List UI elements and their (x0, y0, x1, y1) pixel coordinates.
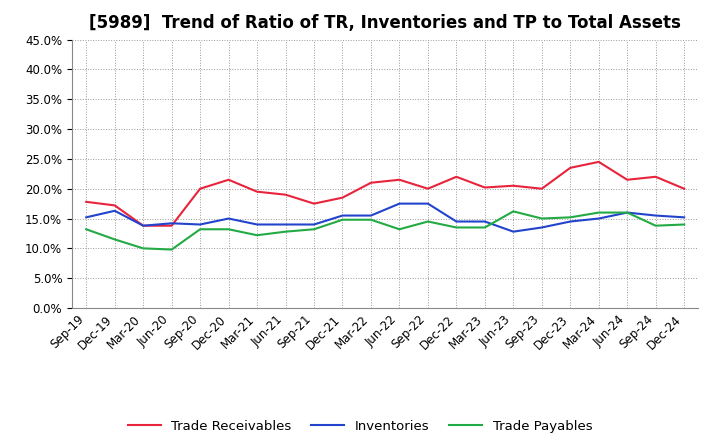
Inventories (623, 210, 631, 215)
Trade Payables (680, 222, 688, 227)
Trade Receivables (82, 199, 91, 205)
Inventories (82, 215, 91, 220)
Trade Payables (82, 227, 91, 232)
Trade Receivables (680, 186, 688, 191)
Inventories (680, 215, 688, 220)
Trade Receivables (338, 195, 347, 200)
Inventories (253, 222, 261, 227)
Inventories (310, 222, 318, 227)
Trade Payables (253, 233, 261, 238)
Line: Inventories: Inventories (86, 204, 684, 231)
Trade Payables (623, 210, 631, 215)
Trade Payables (338, 217, 347, 222)
Inventories (566, 219, 575, 224)
Title: [5989]  Trend of Ratio of TR, Inventories and TP to Total Assets: [5989] Trend of Ratio of TR, Inventories… (89, 15, 681, 33)
Trade Receivables (282, 192, 290, 197)
Line: Trade Receivables: Trade Receivables (86, 162, 684, 226)
Trade Payables (537, 216, 546, 221)
Inventories (595, 216, 603, 221)
Inventories (480, 219, 489, 224)
Trade Payables (225, 227, 233, 232)
Trade Receivables (623, 177, 631, 183)
Trade Receivables (310, 201, 318, 206)
Trade Receivables (652, 174, 660, 180)
Trade Receivables (395, 177, 404, 183)
Trade Receivables (423, 186, 432, 191)
Inventories (652, 213, 660, 218)
Inventories (366, 213, 375, 218)
Trade Payables (310, 227, 318, 232)
Trade Receivables (110, 203, 119, 208)
Trade Receivables (196, 186, 204, 191)
Trade Payables (282, 229, 290, 234)
Inventories (338, 213, 347, 218)
Trade Receivables (452, 174, 461, 180)
Line: Trade Payables: Trade Payables (86, 211, 684, 249)
Trade Payables (196, 227, 204, 232)
Trade Payables (566, 215, 575, 220)
Trade Receivables (225, 177, 233, 183)
Inventories (537, 225, 546, 230)
Trade Payables (395, 227, 404, 232)
Trade Payables (366, 217, 375, 222)
Inventories (452, 219, 461, 224)
Inventories (110, 208, 119, 213)
Trade Receivables (139, 223, 148, 228)
Trade Payables (452, 225, 461, 230)
Trade Receivables (537, 186, 546, 191)
Trade Payables (167, 247, 176, 252)
Trade Receivables (253, 189, 261, 194)
Trade Payables (652, 223, 660, 228)
Trade Payables (595, 210, 603, 215)
Trade Receivables (509, 183, 518, 188)
Trade Receivables (366, 180, 375, 185)
Trade Payables (509, 209, 518, 214)
Trade Payables (139, 246, 148, 251)
Trade Receivables (595, 159, 603, 165)
Trade Receivables (167, 223, 176, 228)
Trade Payables (480, 225, 489, 230)
Inventories (423, 201, 432, 206)
Trade Receivables (566, 165, 575, 170)
Inventories (196, 222, 204, 227)
Inventories (167, 221, 176, 226)
Trade Payables (423, 219, 432, 224)
Legend: Trade Receivables, Inventories, Trade Payables: Trade Receivables, Inventories, Trade Pa… (122, 414, 598, 438)
Trade Receivables (480, 185, 489, 190)
Inventories (282, 222, 290, 227)
Trade Payables (110, 237, 119, 242)
Inventories (509, 229, 518, 234)
Inventories (395, 201, 404, 206)
Inventories (139, 223, 148, 228)
Inventories (225, 216, 233, 221)
